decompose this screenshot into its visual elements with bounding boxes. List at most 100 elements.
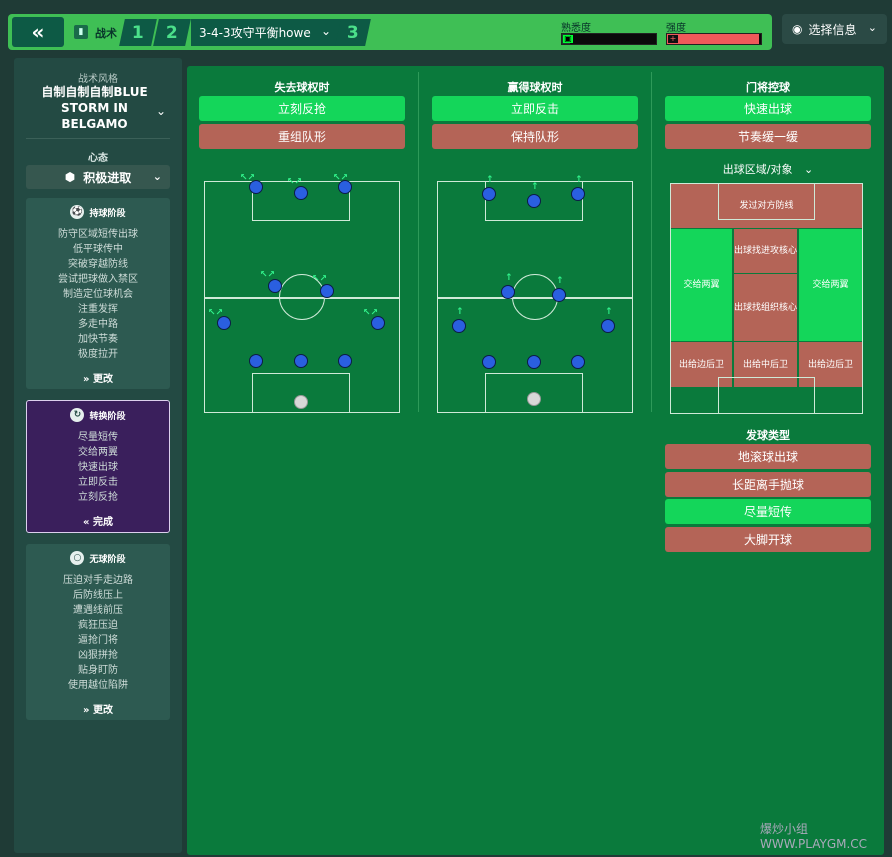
goalkeeper-marker[interactable] — [527, 392, 541, 406]
chevron-down-icon[interactable]: ⌄ — [156, 104, 167, 118]
player-marker[interactable] — [338, 354, 352, 368]
zone-right-fullback[interactable]: 出给边后卫 — [799, 342, 862, 387]
list-item: 后防线压上 — [73, 590, 123, 601]
list-item: 交给两翼 — [78, 447, 118, 458]
goalkeeper-marker[interactable] — [294, 395, 308, 409]
change-button[interactable]: » 更改 — [83, 705, 113, 716]
intensity-fill — [667, 34, 760, 44]
chevron-down-icon: ⌄ — [804, 163, 814, 176]
arrow-icon: ↖↗ — [260, 270, 276, 280]
distribution-type-label: 发球类型 — [746, 429, 790, 442]
player-marker[interactable] — [320, 284, 334, 298]
mentality-value: 积极进取 — [83, 170, 132, 185]
tactic-slot-3[interactable]: 3 — [335, 19, 371, 46]
tactics-top-bar: « ▮ 战术 1 2 3-4-3攻守平衡howe ⌄ 3 熟悉度 ▣ 强度 + — [8, 14, 772, 50]
lose-possession-title: 失去球权时 — [274, 81, 330, 94]
counter-press-button[interactable]: 立刻反抢 — [199, 96, 405, 121]
in-possession-title: 持球阶段 — [89, 208, 126, 219]
arrow-icon: ↖↗ — [240, 173, 256, 183]
slow-pace-button[interactable]: 节奏缓一缓 — [665, 124, 871, 149]
no-ball-icon: ○ — [70, 551, 85, 565]
arrow-up-icon: ↑ — [605, 307, 613, 317]
intensity-meter: + — [666, 33, 762, 45]
select-info-label: 选择信息 — [808, 22, 857, 37]
player-marker[interactable] — [452, 319, 466, 333]
arrow-up-icon: ↑ — [556, 276, 564, 286]
zone-playmaker[interactable]: 出球找组织核心 — [734, 274, 797, 341]
tactics-sidebar: 战术风格 自制自制自制BLUE STORM IN BELGAMO ⌄ 心态 ⬢ … — [14, 58, 182, 853]
list-item: 使用越位陷阱 — [68, 680, 128, 691]
out-possession-title: 无球阶段 — [89, 554, 126, 565]
list-item: 注重发挥 — [78, 304, 118, 315]
mentality-select[interactable]: ⬢ 积极进取 ⌄ — [26, 165, 170, 189]
player-marker[interactable] — [552, 288, 566, 302]
familiarity-label: 熟悉度 — [561, 23, 591, 34]
familiarity-meter: ▣ — [561, 33, 657, 45]
player-marker[interactable] — [571, 187, 585, 201]
eye-icon: ◉ — [792, 22, 803, 36]
quick-distribution-button[interactable]: 快速出球 — [665, 96, 871, 121]
back-button[interactable]: « — [12, 17, 64, 47]
arrow-icon: ↖↗ — [363, 308, 379, 318]
in-possession-panel[interactable]: ⚽ 持球阶段 防守区域短传出球 低平球传中 突破穿越防线 尝试把球做入禁区 制造定… — [26, 198, 170, 389]
list-item: 低平球传中 — [73, 244, 123, 255]
transition-title: 转换阶段 — [89, 411, 126, 422]
player-marker[interactable] — [482, 187, 496, 201]
distribution-area-select[interactable]: 出球区域/对象 ⌄ — [722, 163, 814, 176]
tactical-style-name[interactable]: 自制自制自制BLUE STORM IN BELGAMO — [41, 85, 148, 131]
formation-select[interactable]: 3-4-3攻守平衡howe ⌄ — [191, 19, 341, 46]
player-marker[interactable] — [268, 279, 282, 293]
arrow-icon: ↖↗ — [287, 177, 303, 187]
player-marker[interactable] — [249, 354, 263, 368]
throw-it-long-button[interactable]: 长距离手抛球 — [665, 472, 871, 497]
arrow-icon: ↖↗ — [333, 173, 349, 183]
shield-icon: ⬢ — [64, 170, 76, 184]
player-marker[interactable] — [482, 355, 496, 369]
player-marker[interactable] — [601, 319, 615, 333]
zone-behind-defence[interactable]: 发过对方防线 — [671, 184, 862, 228]
done-button[interactable]: « 完成 — [83, 517, 113, 528]
select-info-button[interactable]: ◉ 选择信息 ⌄ — [782, 14, 887, 44]
out-possession-panel[interactable]: ○ 无球阶段 压迫对手走边路 后防线压上 遭遇线前压 疯狂压迫 逼抢门将 凶狠拼抢… — [26, 544, 170, 720]
player-marker[interactable] — [217, 316, 231, 330]
zone-right-wing[interactable]: 交给两翼 — [799, 229, 862, 341]
list-item: 贴身盯防 — [78, 665, 118, 676]
player-marker[interactable] — [371, 316, 385, 330]
list-item: 遭遇线前压 — [73, 605, 123, 616]
zone-attack-playmaker[interactable]: 出球找进攻核心 — [734, 229, 797, 273]
divider — [418, 72, 419, 412]
pitch-win-possession: ↑ ↑ ↑ ↑ ↑ ↑ ↑ — [437, 176, 633, 413]
list-item: 加快节奏 — [78, 334, 118, 345]
regroup-button[interactable]: 重组队形 — [199, 124, 405, 149]
divider — [26, 138, 170, 139]
zone-left-wing[interactable]: 交给两翼 — [671, 229, 732, 341]
counter-attack-button[interactable]: 立即反击 — [432, 96, 638, 121]
goal-kick-long-button[interactable]: 大脚开球 — [665, 527, 871, 552]
tactic-slot-2[interactable]: 2 — [153, 19, 191, 46]
tactics-icon: ▮ — [74, 25, 88, 39]
change-button[interactable]: » 更改 — [83, 374, 113, 385]
arrow-icon: ↖↗ — [208, 308, 224, 318]
player-marker[interactable] — [294, 354, 308, 368]
zone-left-fullback[interactable]: 出给边后卫 — [671, 342, 732, 387]
hold-shape-button[interactable]: 保持队形 — [432, 124, 638, 149]
roll-it-out-button[interactable]: 地滚球出球 — [665, 444, 871, 469]
tactic-slot-1[interactable]: 1 — [119, 19, 157, 46]
ball-icon: ⚽ — [70, 205, 85, 219]
list-item: 立即反击 — [78, 477, 118, 488]
player-marker[interactable] — [501, 285, 515, 299]
goalkeeper-possession-title: 门将控球 — [746, 81, 790, 94]
short-passing-button[interactable]: 尽量短传 — [665, 499, 871, 524]
mentality-label: 心态 — [88, 153, 108, 164]
player-marker[interactable] — [249, 180, 263, 194]
transition-main-panel: 失去球权时 立刻反抢 重组队形 ↖↗ ↖↗ ↖↗ ↖↗ ↖↗ ↖↗ ↖↗ 赢得球… — [187, 66, 884, 855]
player-marker[interactable] — [294, 186, 308, 200]
player-marker[interactable] — [571, 355, 585, 369]
zone-centre-back[interactable]: 出给中后卫 — [734, 342, 797, 387]
list-item: 快速出球 — [78, 462, 118, 473]
transition-panel[interactable]: ↻ 转换阶段 尽量短传 交给两翼 快速出球 立即反击 立刻反抢 « 完成 — [26, 400, 170, 533]
player-marker[interactable] — [338, 180, 352, 194]
player-marker[interactable] — [527, 355, 541, 369]
transition-icon: ↻ — [70, 408, 85, 422]
player-marker[interactable] — [527, 194, 541, 208]
